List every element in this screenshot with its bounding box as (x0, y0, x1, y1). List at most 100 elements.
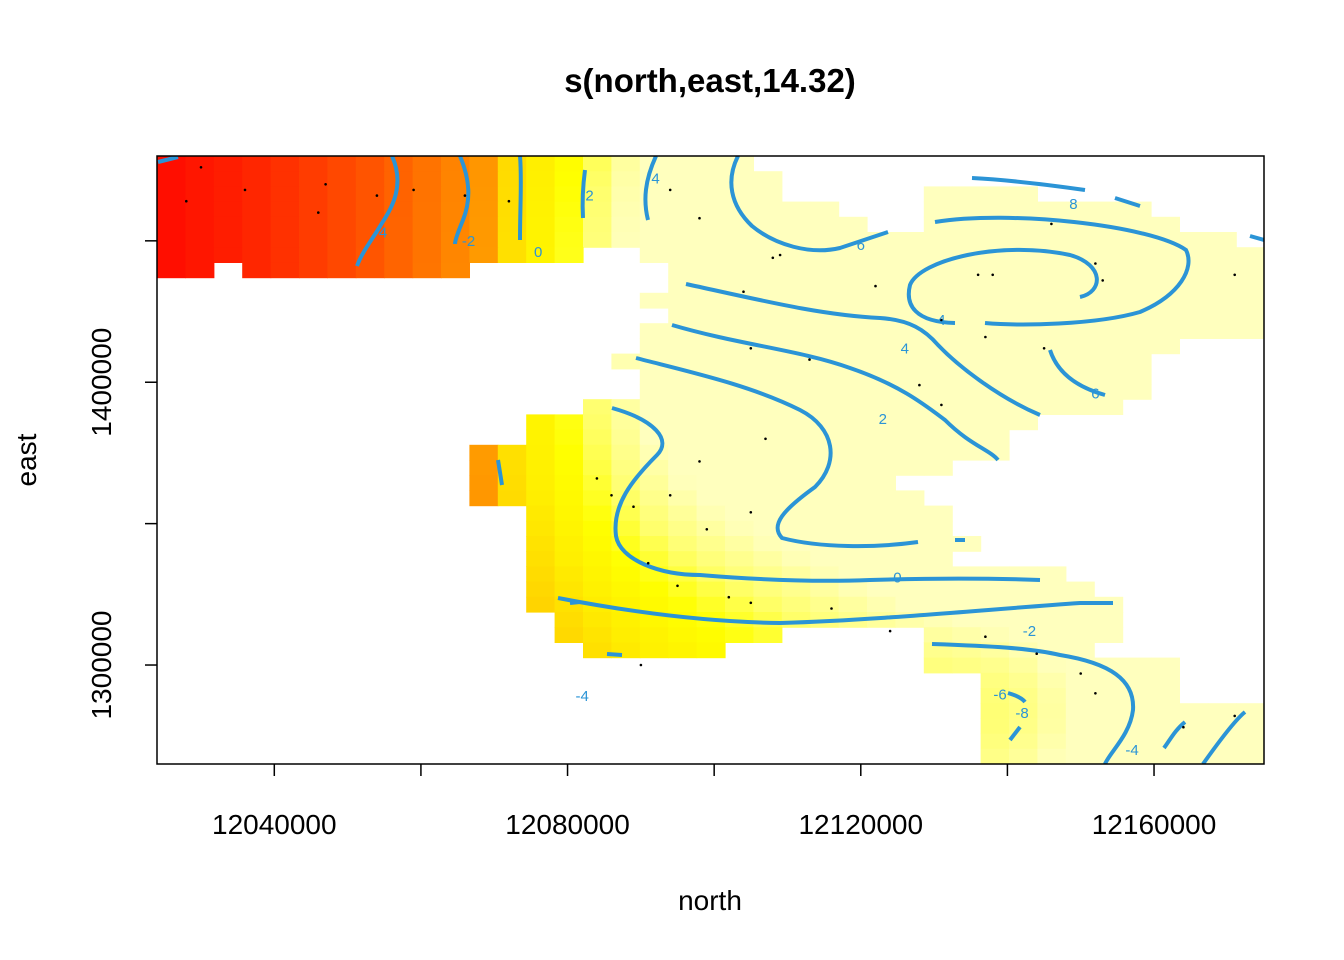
contour-line (518, 156, 523, 241)
data-point (1233, 273, 1236, 277)
heat-cell (696, 353, 726, 370)
heat-cell (923, 627, 953, 643)
heat-cell (980, 444, 1010, 461)
heat-cell (696, 262, 726, 279)
heat-cell (725, 277, 754, 294)
heat-cell (583, 566, 612, 583)
contour-labels: -4 -2 0 2 4 6 8 4 4 6 2 0 -2 -4 -6 -8 -4 (374, 171, 1139, 759)
heat-cell (1122, 384, 1152, 400)
heat-cell (753, 444, 783, 461)
heat-cell (923, 353, 953, 370)
heat-cell (611, 520, 641, 537)
heat-cell (1009, 672, 1038, 689)
heat-cell (639, 368, 669, 385)
data-point (698, 216, 701, 220)
heat-cell (895, 353, 925, 370)
heat-cell (1009, 627, 1038, 643)
data-point (918, 383, 921, 387)
heat-cell (327, 216, 357, 233)
heat-cell (810, 490, 840, 507)
heat-cell (469, 460, 499, 476)
heat-cell (1037, 262, 1067, 279)
heat-cell (696, 247, 726, 263)
heat-cell (867, 247, 896, 263)
heat-cell (838, 338, 868, 355)
heat-cell (668, 475, 698, 491)
heat-cell (185, 247, 215, 263)
heat-cell (1009, 308, 1038, 324)
heat-cell (696, 201, 726, 218)
heat-cell (1151, 688, 1180, 704)
heat-cell (952, 444, 982, 461)
heat-cell (157, 171, 186, 187)
heat-cell (952, 201, 982, 218)
heat-cell (639, 232, 669, 248)
heat-cell (497, 444, 527, 461)
heat-cell (1122, 247, 1152, 263)
heat-cell (1009, 657, 1038, 674)
contour-label: 0 (534, 244, 542, 261)
contour-label: 4 (651, 171, 659, 188)
heat-cell (980, 277, 1010, 294)
data-point (646, 561, 650, 565)
heat-cell (526, 475, 556, 491)
heat-cell (384, 156, 414, 172)
heat-cell (668, 186, 698, 203)
heat-cell (1065, 277, 1095, 294)
heat-cell (753, 262, 783, 279)
heat-cell (838, 520, 868, 537)
contour-label: 8 (1069, 196, 1077, 213)
heat-cell (895, 551, 925, 567)
heat-cell (611, 627, 641, 643)
heat-cell (554, 247, 584, 263)
heat-cell (639, 323, 669, 339)
heat-cell (980, 368, 1010, 385)
heat-cell (810, 581, 840, 598)
heat-cell (838, 277, 868, 294)
heat-cell (554, 444, 584, 461)
heat-cell (810, 323, 840, 339)
heat-cell (923, 581, 953, 598)
heat-cell (185, 201, 215, 218)
heat-cell (1094, 247, 1124, 263)
heat-cell (327, 232, 357, 248)
heat-cell (1037, 368, 1067, 385)
heat-cell (554, 171, 584, 187)
data-point (984, 635, 987, 638)
heat-cell (725, 262, 754, 279)
heat-cell (242, 247, 272, 263)
heat-cell (838, 429, 868, 446)
heat-cell (1065, 338, 1095, 355)
heat-cell (838, 384, 868, 400)
heat-cell (810, 262, 840, 279)
heat-cell (810, 232, 840, 248)
heat-cell (838, 460, 868, 476)
heat-cell (867, 551, 896, 567)
heat-cell (781, 429, 811, 446)
heat-cell (838, 216, 868, 233)
data-point (668, 494, 672, 497)
heat-cell (696, 536, 726, 552)
data-point (940, 403, 943, 407)
heat-cell (213, 156, 243, 172)
heat-cell (867, 323, 896, 339)
heat-cell (526, 216, 556, 233)
heat-cell (725, 323, 754, 339)
heat-cell (952, 262, 982, 279)
y-axis: 1300000 1400000 (86, 240, 157, 720)
heat-cell (952, 414, 982, 431)
heat-cell (1009, 338, 1038, 355)
heat-cell (583, 642, 612, 659)
heat-cell (469, 216, 499, 233)
heat-cell (526, 171, 556, 187)
heat-cell (299, 232, 328, 248)
heat-cell (895, 368, 925, 385)
heat-cell (242, 262, 272, 279)
heat-cell (838, 232, 868, 248)
heat-cell (668, 399, 698, 415)
data-point (639, 663, 643, 667)
heat-cell (838, 414, 868, 431)
heat-cell (1122, 368, 1152, 385)
heat-cell (1236, 748, 1264, 764)
heat-cell (1094, 612, 1124, 628)
